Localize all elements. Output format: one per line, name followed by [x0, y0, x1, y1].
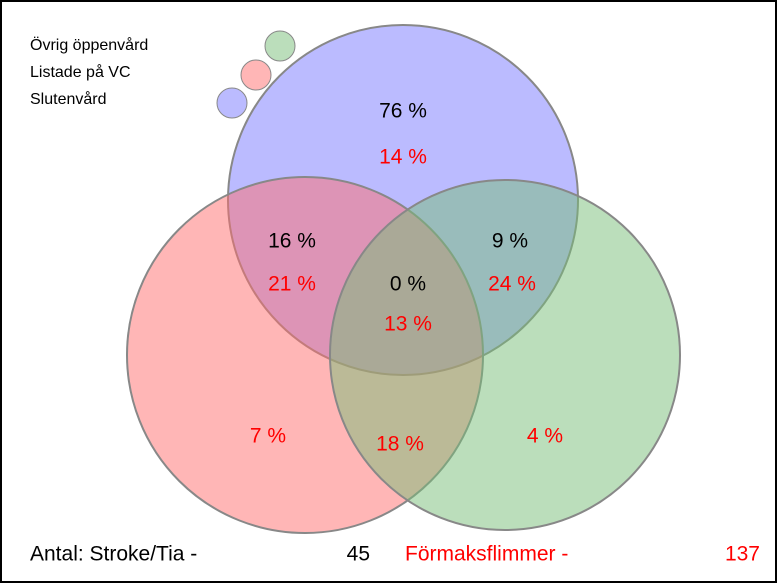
region-value: 13 %: [384, 313, 432, 336]
region-value: 76 %: [379, 100, 427, 123]
circle-oppenvard: [329, 179, 681, 531]
region-value: 18 %: [376, 433, 424, 456]
footer-count: 45: [347, 543, 370, 566]
region-value: 24 %: [488, 273, 536, 296]
region-value: 0 %: [390, 273, 426, 296]
region-value: 9 %: [492, 230, 528, 253]
region-value: 16 %: [268, 230, 316, 253]
legend-swatch: [264, 30, 296, 62]
region-value: 7 %: [250, 425, 286, 448]
footer-label: Antal: Stroke/Tia -: [30, 543, 197, 566]
legend-swatch: [240, 59, 272, 91]
legend-label: Övrig öppenvård: [30, 36, 148, 54]
region-value: 14 %: [379, 146, 427, 169]
region-value: 4 %: [527, 425, 563, 448]
region-value: 21 %: [268, 273, 316, 296]
footer-label: Förmaksflimmer -: [405, 543, 568, 566]
legend-label: Slutenvård: [30, 90, 107, 108]
legend-swatch: [216, 87, 248, 119]
legend-label: Listade på VC: [30, 63, 131, 81]
footer-count: 137: [725, 543, 760, 566]
